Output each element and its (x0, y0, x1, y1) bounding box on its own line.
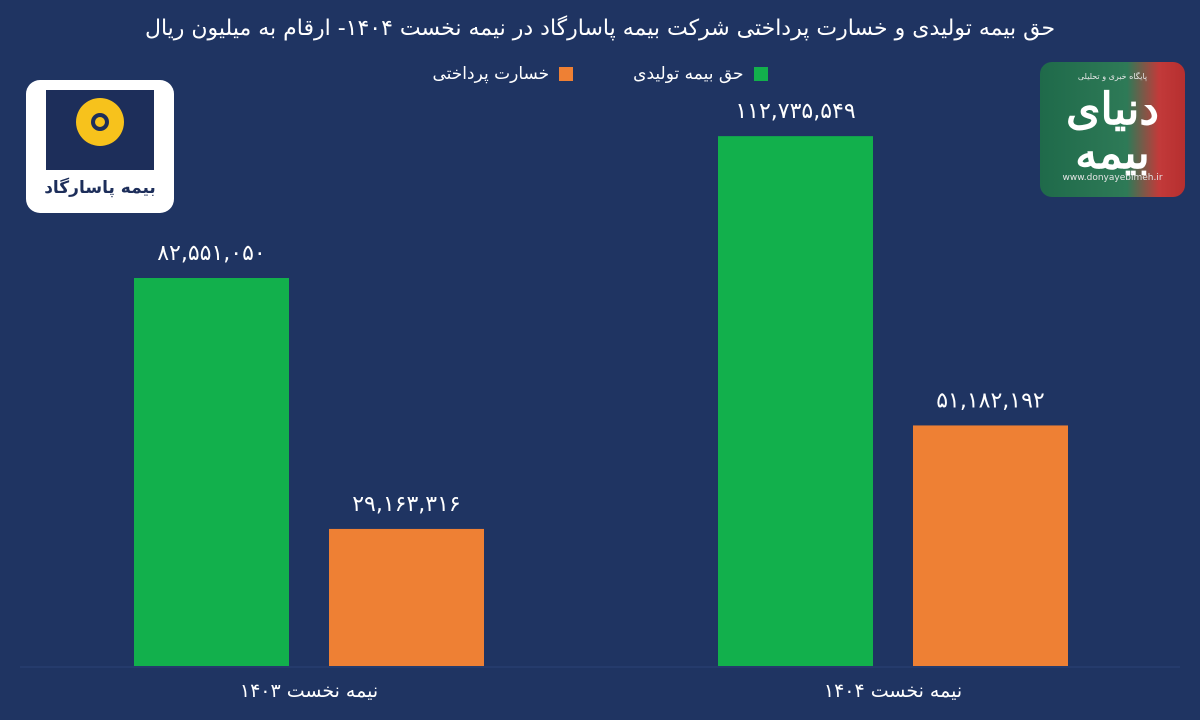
category-label-1: نیمه نخست ۱۴۰۴ (824, 680, 962, 702)
legend: حق بیمه تولیدی خسارت پرداختی (0, 64, 1200, 84)
logo-right-text: دنیای بیمه (1066, 84, 1159, 179)
value-label-premium-0: ۸۲,۵۵۱,۰۵۰ (157, 241, 266, 266)
bar-claims-1 (913, 425, 1068, 666)
legend-label-premium: حق بیمه تولیدی (633, 64, 744, 84)
value-label-claims-1: ۵۱,۱۸۲,۱۹۲ (936, 388, 1045, 413)
legend-item-claims: خسارت پرداختی (432, 64, 574, 84)
logo-left-text: بیمه پاسارگاد (44, 178, 156, 198)
bar-premium-0 (134, 278, 289, 666)
pasargad-insurance-logo: بیمه پاسارگاد (26, 80, 174, 213)
category-label-0: نیمه نخست ۱۴۰۳ (240, 680, 378, 702)
sunflower-icon (76, 98, 124, 146)
legend-item-premium: حق بیمه تولیدی (633, 64, 768, 84)
bar-premium-1 (718, 136, 873, 666)
legend-label-claims: خسارت پرداختی (432, 64, 550, 84)
value-label-premium-1: ۱۱۲,۷۳۵,۵۴۹ (735, 99, 855, 124)
donyaye-bimeh-logo: پایگاه خبری و تحلیلی دنیای بیمه www.dony… (1040, 62, 1185, 197)
legend-swatch-premium (753, 67, 768, 81)
value-label-claims-0: ۲۹,۱۶۳,۳۱۶ (352, 492, 461, 517)
chart-title: حق بیمه تولیدی و خسارت پرداختی شرکت بیمه… (144, 16, 1056, 41)
bar-claims-0 (329, 528, 484, 666)
logo-right-tagline: پایگاه خبری و تحلیلی (1077, 72, 1148, 81)
logo-right-url: www.donyayebimeh.ir (1062, 173, 1163, 183)
legend-swatch-claims (559, 67, 574, 81)
